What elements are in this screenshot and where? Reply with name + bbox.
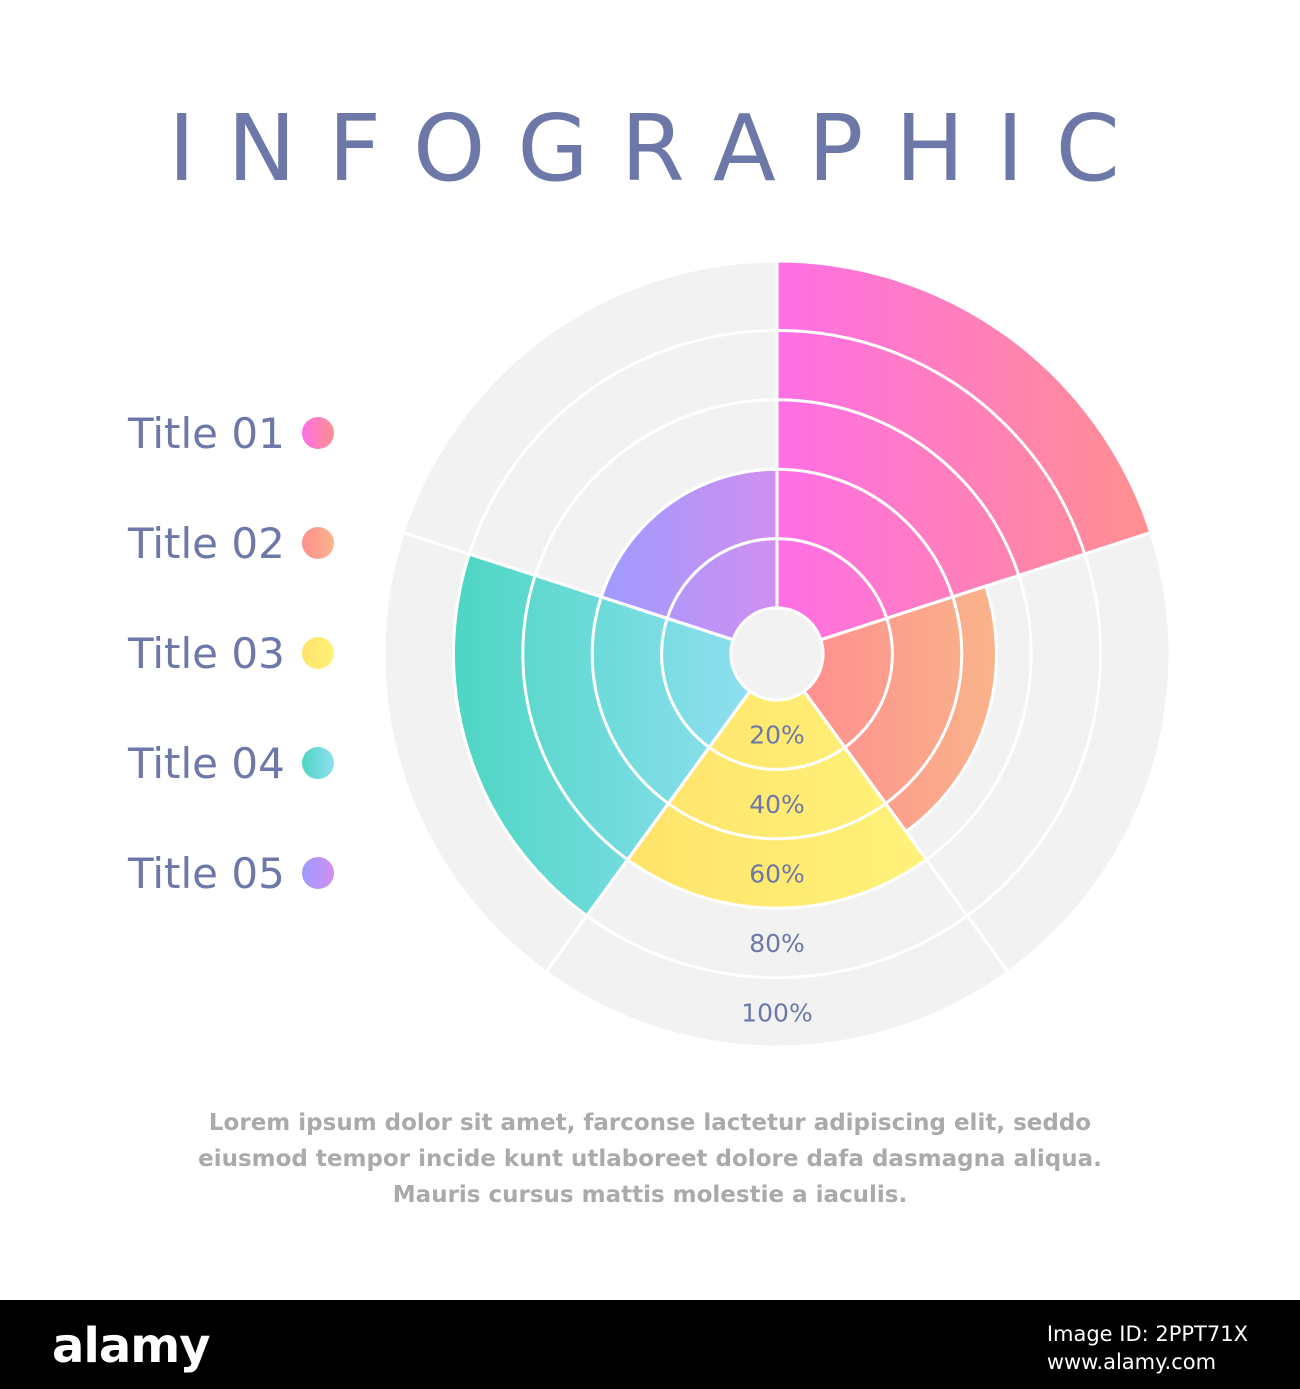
legend-dot xyxy=(302,417,334,449)
radial-tick-label: 20% xyxy=(749,721,805,750)
spoke-line xyxy=(820,531,1152,642)
footer-logo: alamy xyxy=(52,1318,211,1374)
chart-tick-labels: 20% 40% 60% 80% 100% xyxy=(741,721,812,1028)
legend-item: Title 03 xyxy=(128,625,368,685)
caption-line: Lorem ipsum dolor sit amet, farconse lac… xyxy=(208,1110,1092,1136)
page-title: INFOGRAPHIC xyxy=(168,95,1152,202)
radial-tick-label: 80% xyxy=(749,929,805,958)
spoke-line xyxy=(402,531,734,642)
chart-ring-lines xyxy=(402,261,1152,980)
polar-area-chart: 20% 40% 60% 80% 100% xyxy=(382,259,1172,1049)
legend-item: Title 01 xyxy=(128,405,368,465)
legend-dot xyxy=(302,527,334,559)
legend-dot xyxy=(302,637,334,669)
legend-dot xyxy=(302,747,334,779)
legend-item: Title 02 xyxy=(128,515,368,575)
radial-tick-label: 100% xyxy=(741,998,812,1027)
legend-dot xyxy=(302,857,334,889)
image-id-text: Image ID: 2PPT71X xyxy=(1046,1322,1248,1346)
caption-line: Mauris cursus mattis molestie a iaculis. xyxy=(392,1182,908,1208)
site-url-text: www.alamy.com xyxy=(1046,1350,1217,1374)
legend-item: Title 05 xyxy=(128,845,368,905)
footer-bar: alamy Image ID: 2PPT71X www.alamy.com xyxy=(0,1300,1300,1389)
radial-tick-label: 60% xyxy=(749,860,805,889)
legend-label: Title 02 xyxy=(128,519,285,568)
radial-tick-label: 40% xyxy=(749,790,805,819)
caption-text: Lorem ipsum dolor sit amet, farconse lac… xyxy=(150,1105,1150,1213)
footer-info: Image ID: 2PPT71X www.alamy.com xyxy=(1047,1320,1248,1376)
legend-label: Title 05 xyxy=(128,849,285,898)
legend-label: Title 01 xyxy=(128,409,285,458)
spoke-line xyxy=(544,690,752,973)
caption-line: eiusmod tempor incide kunt utlaboreet do… xyxy=(198,1146,1102,1172)
legend-label: Title 04 xyxy=(128,739,285,788)
center-hole xyxy=(729,606,825,702)
legend-label: Title 03 xyxy=(128,629,285,678)
spoke-line xyxy=(802,690,1010,973)
legend-item: Title 04 xyxy=(128,735,368,795)
